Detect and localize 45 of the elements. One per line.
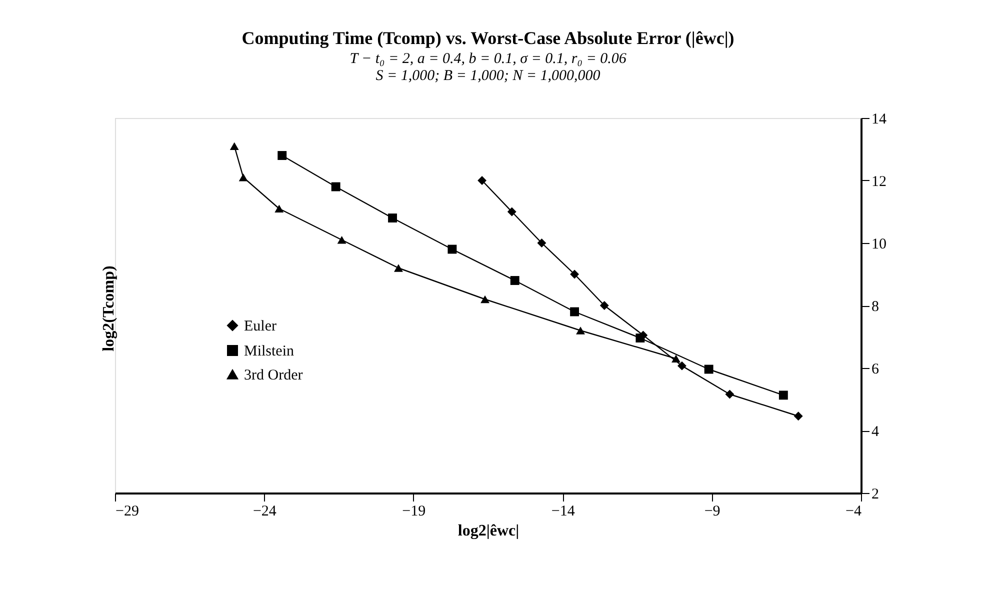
point	[576, 326, 585, 334]
point	[448, 244, 457, 254]
point	[394, 264, 403, 272]
point	[725, 390, 734, 399]
point	[672, 354, 680, 362]
y-tick-label: 14	[872, 112, 887, 128]
legend-label: Milstein	[244, 344, 294, 360]
y-tick-label: 8	[872, 299, 879, 315]
x-tick-label: −4	[846, 504, 862, 520]
y-tick-label: 10	[872, 236, 886, 252]
point	[570, 270, 580, 279]
point	[278, 151, 287, 160]
y-tick-label: 12	[872, 174, 886, 190]
point	[507, 207, 516, 216]
y-axis-title: log2(Tcomp)	[100, 266, 118, 352]
text: S = 1,000; B = 1,000; N = 1,000,000	[376, 68, 600, 84]
x-tick-label: −14	[551, 504, 576, 520]
legend-label: 3rd Order	[244, 368, 303, 384]
point	[238, 174, 248, 182]
chart-title: Computing Time (Tcomp) vs. Worst-Case Absolute Error (|êwc|)	[242, 28, 734, 48]
point	[600, 301, 609, 310]
point	[480, 295, 490, 304]
point	[478, 176, 487, 185]
x-tick-label: −9	[704, 504, 720, 520]
point	[794, 412, 803, 421]
x-tick-label: −29	[116, 504, 139, 520]
y-tick-label: 2	[872, 486, 879, 502]
point	[274, 204, 284, 212]
point	[570, 307, 580, 316]
point	[331, 182, 340, 192]
y-tick-label: 6	[872, 362, 880, 378]
y-tick-label: 4	[872, 424, 880, 440]
point	[388, 214, 397, 222]
point	[510, 276, 520, 285]
x-axis-title: log2|êwc|	[458, 522, 520, 540]
point	[704, 364, 714, 374]
point	[677, 361, 686, 370]
x-tick-label: −24	[252, 504, 277, 520]
point	[337, 236, 346, 244]
x-tick-label: −19	[402, 504, 426, 520]
point	[230, 142, 239, 150]
legend-label: Euler	[244, 318, 276, 334]
point	[778, 390, 788, 400]
text: T − t₀ = 2, a = 0.4, b = 0.1, σ = 0.1, r₀ = 0.06	[350, 51, 626, 67]
point	[537, 238, 546, 248]
